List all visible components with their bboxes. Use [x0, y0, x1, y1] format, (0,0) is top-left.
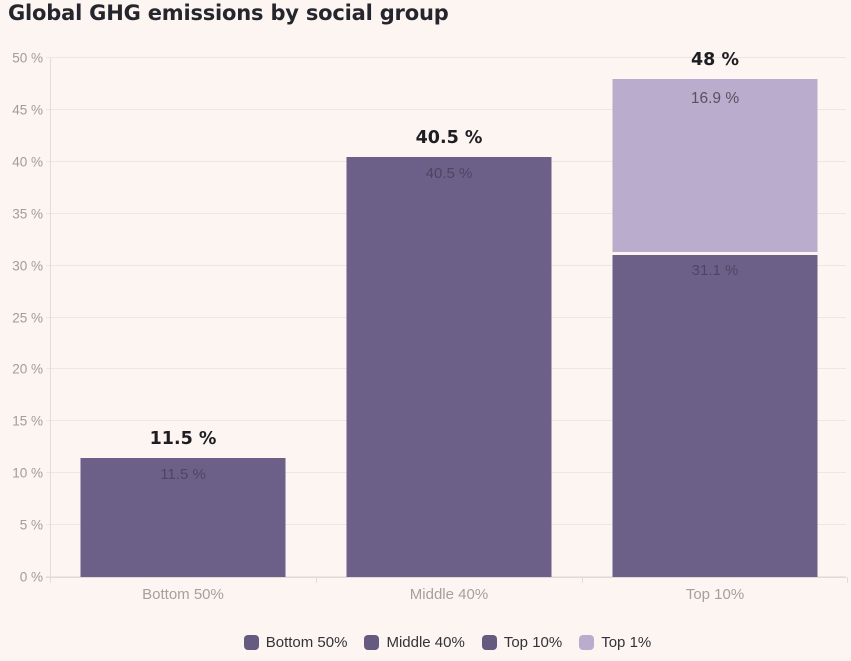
segment-value-label: 11.5 % — [160, 465, 206, 483]
legend-label: Middle 40% — [386, 633, 465, 651]
y-tick-label: 15 % — [12, 413, 43, 429]
bar-cell: 31.1 % 16.9 % 48 % — [582, 50, 848, 577]
plot-area: 11.5 % 11.5 % 40.5 % 40.5 % 31.1 % 16.9 % 48 % — [46, 50, 848, 583]
x-axis-tick — [50, 577, 51, 583]
x-axis-tick — [847, 577, 848, 583]
y-tick-label: 25 % — [12, 310, 43, 325]
bar-cell: 40.5 % 40.5 % — [316, 58, 582, 577]
segment-value-label: 16.9 % — [690, 89, 740, 107]
x-tick-label: Bottom 50% — [142, 586, 224, 603]
bar-segment: 40.5 % — [346, 156, 552, 577]
segment-separator — [612, 252, 818, 256]
y-tick-label: 50 % — [12, 50, 43, 66]
legend-swatch — [579, 634, 595, 650]
legend-item: Middle 40% — [364, 633, 465, 651]
bar-cell: 11.5 % 11.5 % — [50, 58, 316, 577]
y-tick-label: 0 % — [19, 569, 43, 585]
y-axis-labels: 0 % 5 % 10 % 15 % 20 % 25 % 30 % 35 % 40 % 45 % 50… — [0, 51, 43, 585]
bar-segment: 16.9 % — [612, 78, 818, 255]
x-axis-labels: Bottom 50% Middle 40% Top 10% — [50, 586, 848, 603]
gridline — [46, 108, 846, 110]
y-tick-label: 5 % — [19, 517, 43, 533]
x-tick-label: Top 10% — [685, 586, 745, 603]
x-tick-label: Middle 40% — [409, 586, 489, 603]
legend-item: Top 1% — [579, 634, 651, 651]
legend-label: Top 1% — [601, 633, 652, 651]
y-tick-label: 35 % — [12, 206, 43, 222]
y-tick-label: 30 % — [12, 258, 43, 274]
segment-value-label: 31.1 % — [691, 262, 739, 280]
legend-swatch — [364, 634, 380, 650]
bar-top-10-: 31.1 % 16.9 % 48 % — [612, 50, 818, 577]
legend: Bottom 50% Middle 40% Top 10% Top 1% — [44, 629, 851, 655]
legend-item: Bottom 50% — [243, 633, 348, 651]
x-axis-line — [46, 577, 846, 578]
legend-label: Bottom 50% — [265, 633, 348, 651]
gridline — [46, 57, 846, 58]
legend-label: Top 10% — [503, 633, 563, 651]
legend-swatch — [243, 634, 259, 650]
bars-row: 11.5 % 11.5 % 40.5 % 40.5 % 31.1 % 16.9 % 48 % — [50, 50, 848, 577]
segment-value-label: 40.5 % — [425, 164, 473, 182]
y-tick-label: 20 % — [12, 361, 43, 377]
x-boundary-ticks — [50, 58, 848, 583]
y-tick-label: 45 % — [12, 102, 43, 118]
chart-title: Global GHG emissions by social group — [8, 1, 449, 25]
y-axis-line — [50, 58, 51, 583]
bar-total-label: 40.5 % — [415, 127, 483, 148]
bar-middle-40-: 40.5 % 40.5 % — [346, 58, 552, 577]
bar-total-label: 11.5 % — [149, 428, 217, 449]
legend-item: Top 10% — [481, 633, 563, 651]
legend-swatch — [481, 634, 497, 650]
bar-bottom-50-: 11.5 % 11.5 % — [80, 58, 286, 577]
y-tick-label: 40 % — [12, 154, 43, 170]
x-axis-tick — [581, 577, 583, 583]
bar-segment: 11.5 % — [80, 457, 286, 577]
x-axis-tick — [315, 577, 317, 583]
bar-segment: 31.1 % — [612, 254, 818, 577]
y-tick-label: 10 % — [12, 465, 43, 481]
bar-total-label: 48 % — [691, 49, 739, 70]
